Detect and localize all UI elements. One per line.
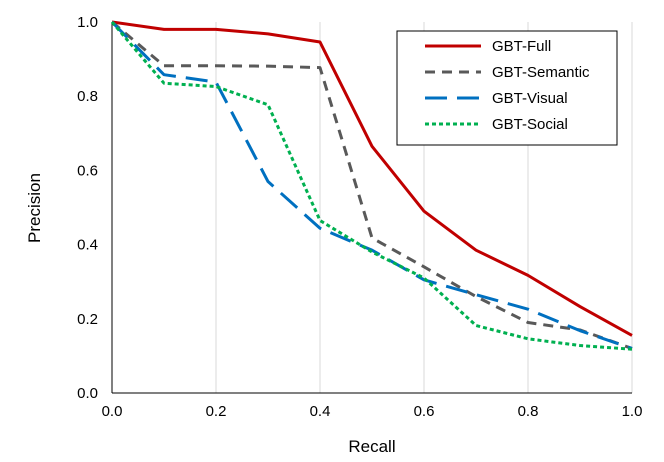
x-tick-label-2: 0.4 — [310, 403, 331, 420]
x-tick-label-1: 0.2 — [206, 403, 227, 420]
legend-label-gbt-full: GBT-Full — [492, 38, 551, 55]
series-lines — [110, 20, 633, 351]
legend-label-gbt-social: GBT-Social — [492, 116, 568, 133]
legend-label-gbt-semantic: GBT-Semantic — [492, 64, 590, 81]
axes — [111, 22, 632, 394]
x-tick-label-4: 0.8 — [518, 403, 539, 420]
series-line-gbt-social — [110, 21, 633, 351]
x-tick-label-3: 0.6 — [414, 403, 435, 420]
legend-label-gbt-visual: GBT-Visual — [492, 90, 568, 107]
y-tick-label-4: 0.8 — [77, 88, 98, 105]
y-axis-title: Precision — [25, 173, 44, 243]
legend-box — [396, 30, 618, 146]
y-tick-label-2: 0.4 — [77, 237, 98, 254]
y-tick-label-0: 0.0 — [77, 385, 98, 402]
series-line-gbt-visual — [110, 20, 633, 350]
x-tick-label-5: 1.0 — [622, 403, 643, 420]
series-line-gbt-semantic — [111, 20, 633, 350]
tick-labels: 0.0 0.2 0.4 0.6 0.8 1.0 0.0 0.2 0.4 0.6 0.8 1.0 — [77, 14, 642, 420]
x-tick-label-0: 0.0 — [102, 403, 123, 420]
series-line-gbt-full — [111, 20, 633, 337]
x-axis-title: Recall — [348, 437, 395, 456]
y-tick-label-3: 0.6 — [77, 162, 98, 179]
y-tick-label-5: 1.0 — [77, 14, 98, 31]
legend: GBT-Full GBT-Semantic GBT-Visual GBT-Social — [396, 30, 618, 146]
y-tick-label-1: 0.2 — [77, 311, 98, 328]
